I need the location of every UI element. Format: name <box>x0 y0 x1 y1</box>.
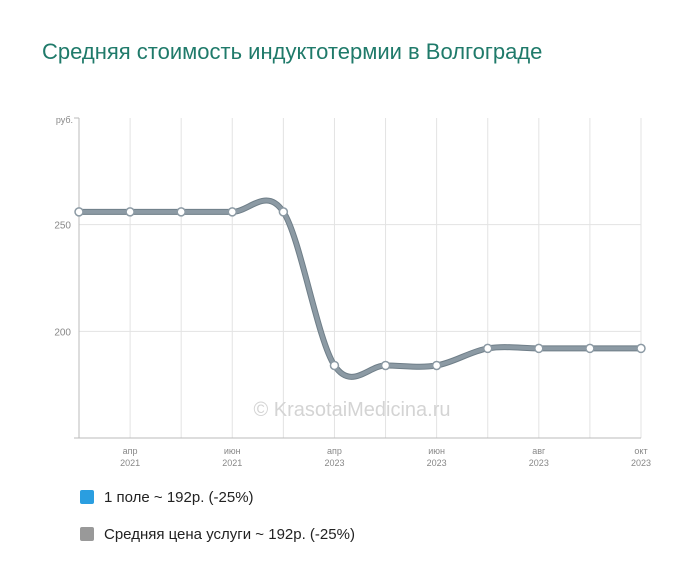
x-tick-label-year: 2023 <box>529 458 549 468</box>
x-tick-label-month: июн <box>224 446 241 456</box>
data-point <box>585 343 595 354</box>
data-point <box>380 360 391 371</box>
series-lines <box>76 197 644 380</box>
series-line <box>77 198 643 379</box>
data-point <box>329 360 340 371</box>
x-tick-label-year: 2021 <box>120 458 140 468</box>
legend: 1 поле ~ 192р. (-25%) Средняя цена услуг… <box>80 488 355 562</box>
legend-label-2: Средняя цена услуги ~ 192р. (-25%) <box>104 525 355 543</box>
x-tick-label-year: 2023 <box>427 458 447 468</box>
legend-label-1: 1 поле ~ 192р. (-25%) <box>104 488 254 506</box>
data-point <box>534 343 544 354</box>
data-point <box>482 343 493 354</box>
data-point <box>176 207 186 217</box>
legend-swatch-2 <box>80 527 94 541</box>
grid <box>78 118 642 438</box>
watermark: © KrasotaiMedicina.ru <box>253 399 450 421</box>
legend-item-1[interactable]: 1 поле ~ 192р. (-25%) <box>80 488 355 506</box>
data-point <box>227 207 238 217</box>
axes <box>74 117 641 439</box>
data-point <box>431 360 442 371</box>
y-tick-labels: 200 250 <box>54 221 71 339</box>
data-points <box>74 207 646 371</box>
x-tick-label-month: окт <box>634 446 647 456</box>
x-tick-label-year: 2023 <box>324 458 344 468</box>
x-tick-label-month: апр <box>327 446 342 456</box>
x-tick-label-year: 2023 <box>631 458 651 468</box>
x-tick-label-month: апр <box>123 446 138 456</box>
legend-swatch-1 <box>80 490 94 504</box>
chart-title: Средняя стоимость индуктотермии в Волгог… <box>42 39 543 64</box>
x-tick-labels: апр 2021 июн 2021 апр 2023 июн 2023 авг 2023 окт 20… <box>120 446 651 468</box>
x-tick-label-month: авг <box>532 446 546 456</box>
x-tick-label-year: 2021 <box>222 458 242 468</box>
legend-item-2[interactable]: Средняя цена услуги ~ 192р. (-25%) <box>80 525 355 543</box>
data-point <box>125 207 135 217</box>
y-tick-label: 250 <box>54 221 71 232</box>
y-unit-label: руб. <box>56 115 73 125</box>
x-tick-label-month: июн <box>428 446 445 456</box>
data-point <box>278 207 289 217</box>
data-point <box>636 343 646 354</box>
y-tick-label: 200 <box>54 327 71 338</box>
data-point <box>74 207 84 217</box>
